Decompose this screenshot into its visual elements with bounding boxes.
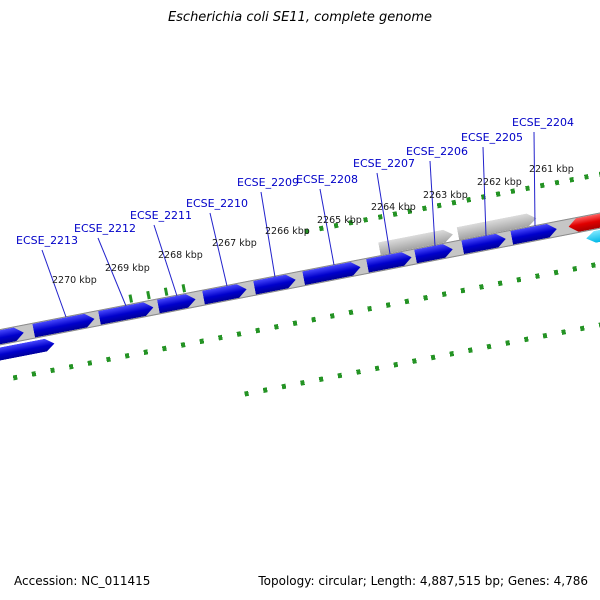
genome-summary-text: Topology: circular; Length: 4,887,515 bp… <box>258 574 588 588</box>
feature-tick <box>128 294 134 303</box>
scale-tick-label: 2261 kbp <box>529 164 574 175</box>
accession-text: Accession: NC_011415 <box>14 574 151 588</box>
leader-line <box>209 212 228 287</box>
leader-line <box>533 131 536 227</box>
gene-label-ecse-2209[interactable]: ECSE_2209 <box>237 176 300 189</box>
scale-tick-label: 2268 kbp <box>158 250 203 261</box>
feature-tick <box>146 290 151 300</box>
gene-label-ecse-2207[interactable]: ECSE_2207 <box>353 157 416 170</box>
feature-tick <box>163 287 169 296</box>
scale-tick-label: 2266 kbp <box>265 226 310 237</box>
gene-label-ecse-2211[interactable]: ECSE_2211 <box>130 209 193 222</box>
gene-label-ecse-2212[interactable]: ECSE_2212 <box>74 222 137 235</box>
scale-tick-label: 2270 kbp <box>52 275 97 286</box>
gene-label-ecse-2205[interactable]: ECSE_2205 <box>461 131 524 144</box>
feature-tick <box>181 284 187 293</box>
page-title: Escherichia coli SE11, complete genome <box>167 10 433 25</box>
scale-tick-label: 2265 kbp <box>317 215 362 226</box>
scale-tick-label: 2263 kbp <box>423 190 468 201</box>
gene-label-ecse-2210[interactable]: ECSE_2210 <box>186 197 249 210</box>
scale-tick-label: 2269 kbp <box>105 263 150 274</box>
gene-label-ecse-2213[interactable]: ECSE_2213 <box>16 234 79 247</box>
genome-track <box>0 122 600 397</box>
gene-label-ecse-2204[interactable]: ECSE_2204 <box>512 116 575 129</box>
scale-tick-label: 2264 kbp <box>371 202 416 213</box>
gene-label-ecse-2206[interactable]: ECSE_2206 <box>406 145 469 158</box>
gene-label-ecse-2208[interactable]: ECSE_2208 <box>296 173 359 186</box>
scale-tick-label: 2262 kbp <box>477 177 522 188</box>
scale-tick-label: 2267 kbp <box>212 238 257 249</box>
